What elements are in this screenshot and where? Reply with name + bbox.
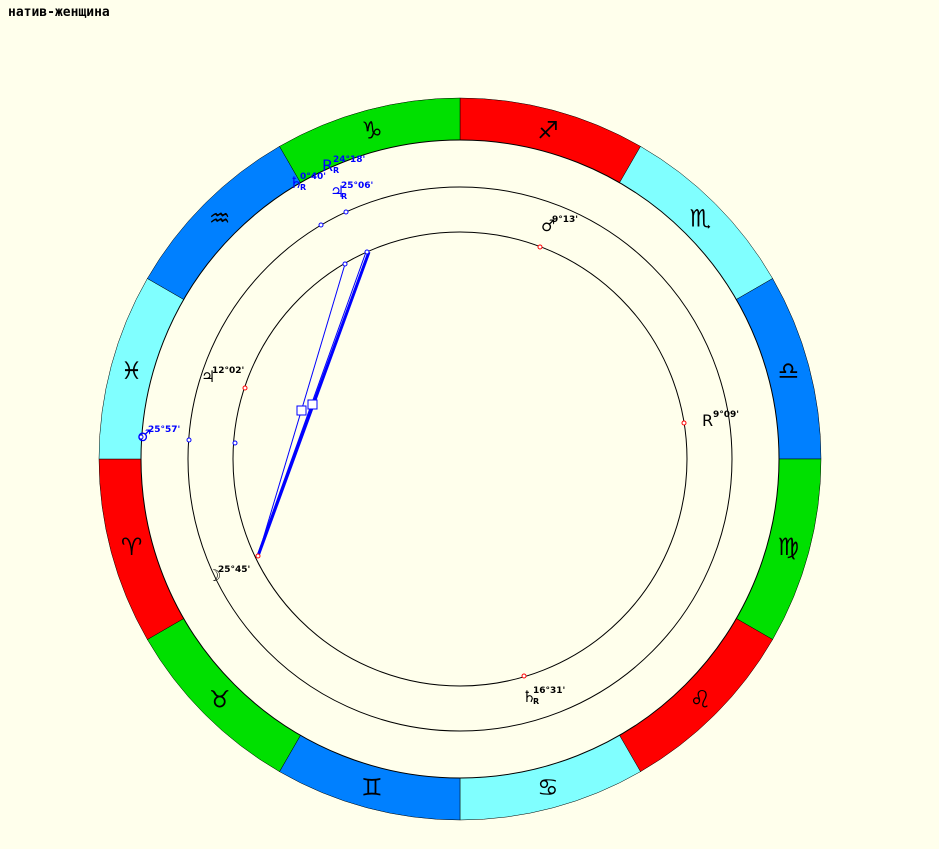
aspect-square [296, 405, 307, 416]
planet-labels: R 24°18'R♄0°40'R ♃25°06'R♂25°57'♂9°13'♃12°… [137, 155, 739, 706]
planet-degree: 0°40' [300, 172, 326, 182]
planet-dot [186, 437, 192, 443]
planet-dot [343, 209, 349, 215]
planet-degree: 12°02' [212, 366, 244, 376]
planet-dot [681, 420, 687, 426]
sign-glyph: ♏ [690, 205, 712, 233]
inner-planet-circle [232, 231, 688, 687]
planet-degree: 25°57' [148, 425, 180, 435]
sign-glyph: ♋ [537, 773, 559, 801]
sign-glyph: ♒ [209, 205, 231, 233]
planet-degree: 9°13' [552, 215, 578, 225]
planet-glyph: ♄ [522, 687, 536, 706]
planet-dot [521, 673, 527, 679]
planet-dot [138, 434, 144, 440]
sign-glyph: ♊ [361, 773, 383, 801]
ring-inner-edge [140, 139, 780, 779]
outer-planet-circle [187, 186, 733, 732]
planet-dot [232, 440, 238, 446]
retrograde-mark: R [333, 166, 339, 175]
planet-glyph: ♃ [201, 367, 215, 386]
planet-degree: 24°18' [333, 155, 365, 165]
planet-dot [242, 385, 248, 391]
planet-glyph: ♄ [289, 173, 303, 192]
planet-dot [364, 249, 370, 255]
planet-dot [537, 244, 543, 250]
planet-dot [342, 261, 348, 267]
title: натив-женщина [8, 5, 110, 20]
sign-glyph: ♓ [121, 357, 143, 385]
aspect-square [307, 399, 318, 410]
retrograde-mark: R [300, 183, 306, 192]
planet-degree: 16°31' [533, 686, 565, 696]
retrograde-mark: R [341, 192, 347, 201]
sign-glyph: ♐ [537, 117, 559, 145]
sign-glyph: ♍ [778, 533, 800, 561]
planet-glyph: R [322, 156, 333, 175]
planet-glyph: R [702, 411, 713, 430]
planet-dot [255, 553, 261, 559]
sign-glyph: ♌ [690, 685, 712, 713]
planet-glyph: ♂ [541, 216, 555, 235]
sign-glyph: ♉ [209, 685, 231, 713]
retrograde-mark: R [533, 697, 539, 706]
planet-glyph: ♃ [330, 182, 344, 201]
sign-glyph: ♎ [778, 357, 800, 385]
sign-glyph: ♑ [361, 117, 383, 145]
planet-glyph: ☽ [207, 566, 221, 585]
inner-dots [242, 244, 687, 679]
outer-dots [138, 209, 370, 446]
planet-degree: 25°45' [218, 565, 250, 575]
planet-degree: 9°09' [713, 410, 739, 420]
planet-glyph: ♂ [137, 426, 151, 445]
planet-degree: 25°06' [341, 181, 373, 191]
planet-dot [318, 222, 324, 228]
sign-glyph: ♈ [121, 533, 143, 561]
